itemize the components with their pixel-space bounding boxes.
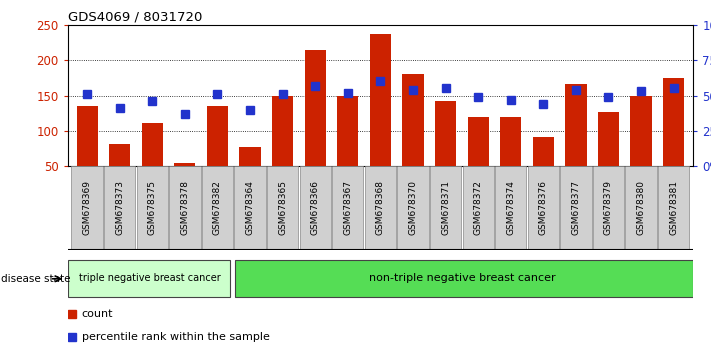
Bar <box>500 117 521 202</box>
Bar <box>560 166 592 250</box>
Text: GSM678364: GSM678364 <box>245 181 255 235</box>
Bar <box>109 144 130 202</box>
Text: GSM678373: GSM678373 <box>115 181 124 235</box>
Bar <box>370 34 391 202</box>
Text: GSM678369: GSM678369 <box>82 181 92 235</box>
Bar <box>658 166 689 250</box>
Bar <box>533 137 554 202</box>
Text: GSM678378: GSM678378 <box>181 181 189 235</box>
Bar <box>207 106 228 202</box>
Bar <box>528 166 559 250</box>
Text: GSM678381: GSM678381 <box>669 181 678 235</box>
Bar <box>240 147 261 202</box>
Text: GSM678382: GSM678382 <box>213 181 222 235</box>
Bar <box>365 166 396 250</box>
Text: GSM678375: GSM678375 <box>148 181 156 235</box>
Bar <box>468 117 488 202</box>
Bar <box>235 166 266 250</box>
Text: GSM678365: GSM678365 <box>278 181 287 235</box>
Bar <box>631 96 652 202</box>
Text: triple negative breast cancer: triple negative breast cancer <box>79 273 220 283</box>
Bar <box>272 96 293 202</box>
Text: GSM678366: GSM678366 <box>311 181 320 235</box>
Bar <box>68 261 230 297</box>
Bar <box>332 166 363 250</box>
Bar <box>235 261 693 297</box>
Bar <box>267 166 299 250</box>
Text: GSM678370: GSM678370 <box>409 181 417 235</box>
Bar <box>174 163 196 202</box>
Text: percentile rank within the sample: percentile rank within the sample <box>82 332 269 342</box>
Bar <box>141 123 163 202</box>
Text: GSM678376: GSM678376 <box>539 181 547 235</box>
Bar <box>565 84 587 202</box>
Bar <box>104 166 135 250</box>
Bar <box>663 78 684 202</box>
Bar <box>169 166 201 250</box>
Text: GSM678374: GSM678374 <box>506 181 515 235</box>
Bar <box>202 166 233 250</box>
Bar <box>435 101 456 202</box>
Bar <box>626 166 657 250</box>
Bar <box>77 106 97 202</box>
Bar <box>593 166 624 250</box>
Bar <box>495 166 526 250</box>
Bar <box>304 50 326 202</box>
Bar <box>137 166 168 250</box>
Text: GSM678372: GSM678372 <box>474 181 483 235</box>
Bar <box>598 112 619 202</box>
Bar <box>71 166 102 250</box>
Bar <box>430 166 461 250</box>
Text: GSM678368: GSM678368 <box>376 181 385 235</box>
Text: count: count <box>82 309 113 319</box>
Text: GSM678379: GSM678379 <box>604 181 613 235</box>
Text: GSM678377: GSM678377 <box>572 181 580 235</box>
Text: GDS4069 / 8031720: GDS4069 / 8031720 <box>68 11 202 24</box>
Bar <box>397 166 429 250</box>
Bar <box>402 74 424 202</box>
Text: disease state: disease state <box>1 274 71 284</box>
Text: GSM678371: GSM678371 <box>441 181 450 235</box>
Bar <box>299 166 331 250</box>
Text: non-triple negative breast cancer: non-triple negative breast cancer <box>370 273 556 283</box>
Text: GSM678380: GSM678380 <box>636 181 646 235</box>
Text: GSM678367: GSM678367 <box>343 181 352 235</box>
Bar <box>337 96 358 202</box>
Bar <box>462 166 493 250</box>
